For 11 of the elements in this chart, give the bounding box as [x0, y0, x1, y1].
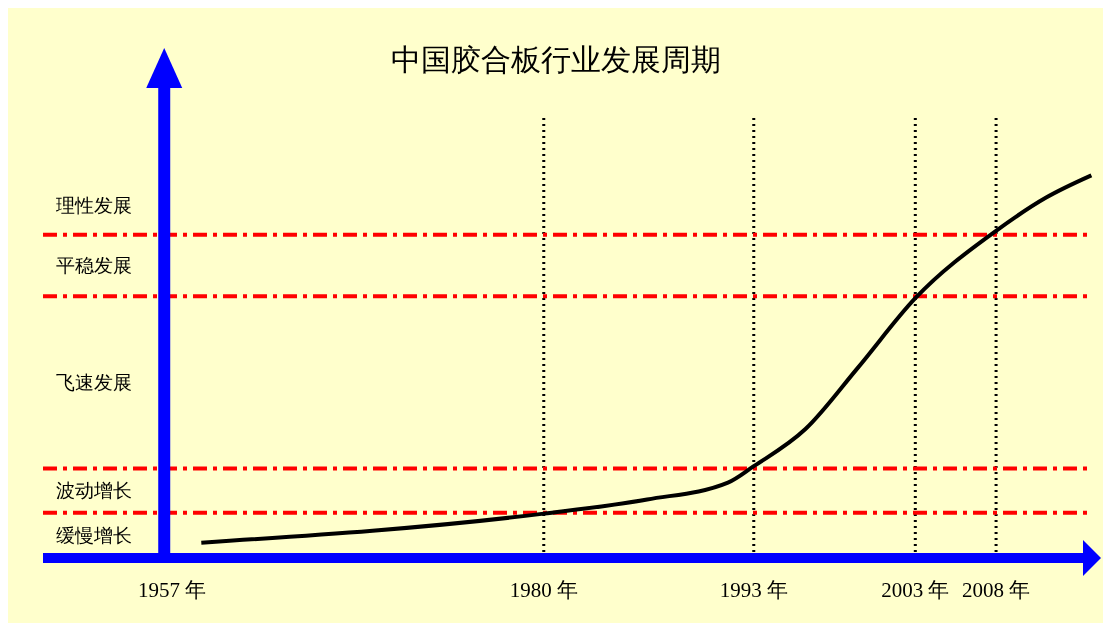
chart-title: 中国胶合板行业发展周期 [389, 42, 722, 78]
annotation: 缓慢增长 [56, 525, 132, 547]
x-tick-label: 2008 年 [961, 577, 1031, 602]
x-tick-label: 2003 年 [881, 577, 950, 602]
annotation: 理性发展 [56, 194, 132, 216]
annotation: 波动增长 [56, 480, 132, 502]
x-tick-label: 1957 年 [138, 577, 207, 602]
annotation: 平稳发展 [56, 255, 132, 277]
x-tick-label: 1993 年 [719, 577, 788, 602]
x-tick-label: 1980 年 [509, 577, 578, 602]
annotation: 飞速发展 [56, 372, 132, 394]
